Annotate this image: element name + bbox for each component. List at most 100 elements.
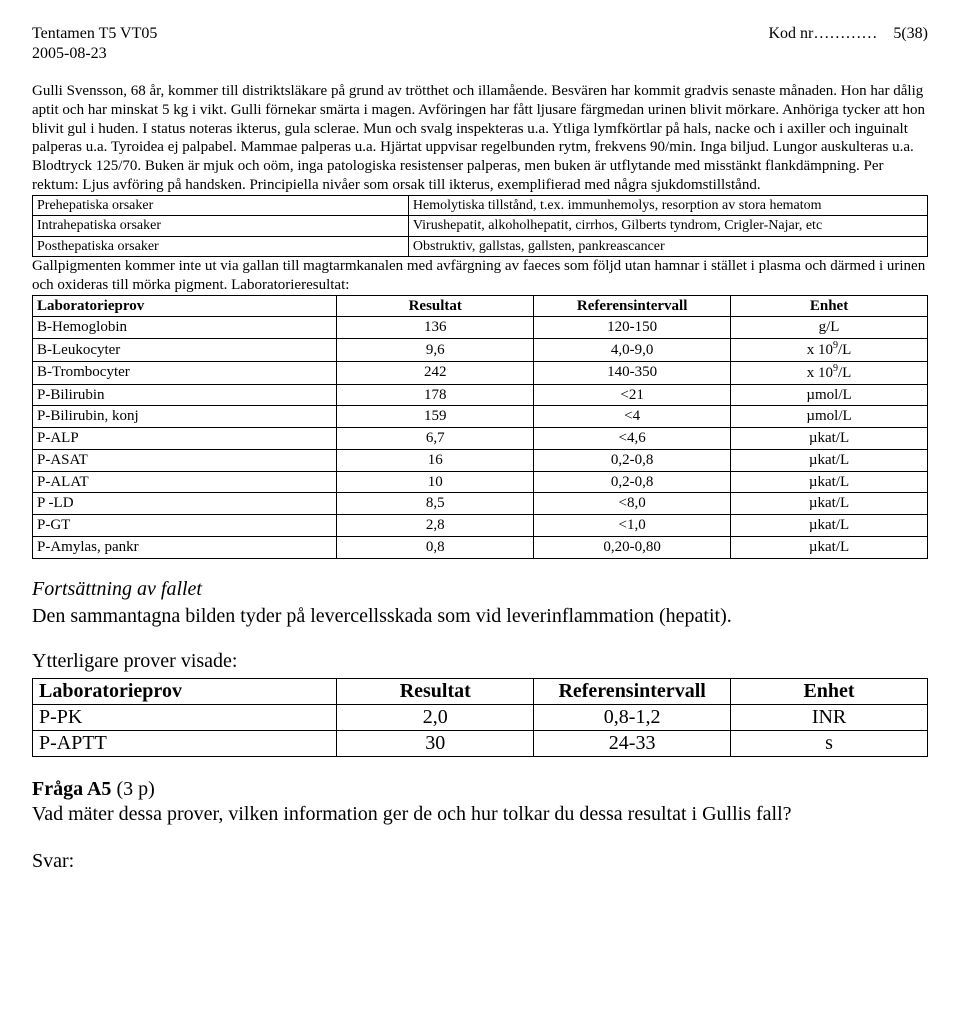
table-cell: P-ALP (33, 428, 337, 450)
table-row: P-ALP6,7<4,6µkat/L (33, 428, 928, 450)
continuation-text: Den sammantagna bilden tyder på levercel… (32, 604, 928, 629)
table-row: Intrahepatiska orsakerVirushepatit, alko… (33, 216, 928, 237)
table-row: B-Hemoglobin136120-150g/L (33, 317, 928, 339)
table-cell: Obstruktiv, gallstas, gallsten, pankreas… (408, 236, 927, 257)
table-cell: Intrahepatiska orsaker (33, 216, 409, 237)
table-cell: µkat/L (731, 471, 928, 493)
table-cell: 2,0 (337, 704, 534, 730)
table-row: P-Bilirubin, konj159<4µmol/L (33, 406, 928, 428)
table-header-cell: Laboratorieprov (33, 295, 337, 317)
table-header-row: LaboratorieprovResultatReferensintervall… (33, 295, 928, 317)
table-cell: 0,20-0,80 (534, 536, 731, 558)
table-cell: P-PK (33, 704, 337, 730)
table-cell: <8,0 (534, 493, 731, 515)
table-cell: 120-150 (534, 317, 731, 339)
table-cell: 10 (337, 471, 534, 493)
table-cell: 140-350 (534, 361, 731, 384)
table-row: Posthepatiska orsakerObstruktiv, gallsta… (33, 236, 928, 257)
table-header-cell: Referensintervall (534, 678, 731, 704)
table-cell: INR (731, 704, 928, 730)
table-row: B-Leukocyter9,64,0-9,0x 109/L (33, 339, 928, 362)
table-cell: P-Bilirubin (33, 384, 337, 406)
table-cell: x 109/L (731, 339, 928, 362)
table-cell: 0,2-0,8 (534, 471, 731, 493)
table-header-cell: Referensintervall (534, 295, 731, 317)
table-cell: Prehepatiska orsaker (33, 195, 409, 216)
table-cell: <4,6 (534, 428, 731, 450)
question-points: (3 p) (116, 778, 154, 800)
table-cell: µkat/L (731, 493, 928, 515)
table-cell: P-ASAT (33, 449, 337, 471)
case-body-2: Gallpigmenten kommer inte ut via gallan … (32, 257, 928, 295)
table-header-cell: Resultat (337, 295, 534, 317)
header-title: Tentamen T5 VT05 (32, 24, 157, 44)
page-header: Tentamen T5 VT05 Kod nr………… 5(38) (32, 24, 928, 44)
table-cell: 30 (337, 730, 534, 756)
table-cell: µkat/L (731, 536, 928, 558)
table-header-cell: Laboratorieprov (33, 678, 337, 704)
table-cell: B-Trombocyter (33, 361, 337, 384)
question-label: Fråga A5 (32, 778, 111, 800)
table-cell: Virushepatit, alkoholhepatit, cirrhos, G… (408, 216, 927, 237)
table-cell: x 109/L (731, 361, 928, 384)
table-cell: 136 (337, 317, 534, 339)
table-cell: 24-33 (534, 730, 731, 756)
kod-label: Kod nr (768, 25, 813, 42)
table-cell: 9,6 (337, 339, 534, 362)
table-row: P-ALAT100,2-0,8µkat/L (33, 471, 928, 493)
further-lab-table: LaboratorieprovResultatReferensintervall… (32, 678, 928, 757)
causes-table: Prehepatiska orsakerHemolytiska tillstån… (32, 195, 928, 258)
table-cell: µmol/L (731, 384, 928, 406)
table-cell: Posthepatiska orsaker (33, 236, 409, 257)
table-cell: B-Hemoglobin (33, 317, 337, 339)
table-cell: 178 (337, 384, 534, 406)
table-cell: 0,2-0,8 (534, 449, 731, 471)
table-cell: B-Leukocyter (33, 339, 337, 362)
table-cell: <1,0 (534, 515, 731, 537)
svar-label: Svar: (32, 849, 928, 874)
header-date: 2005-08-23 (32, 44, 928, 64)
further-heading: Ytterligare prover visade: (32, 649, 928, 674)
table-cell: <4 (534, 406, 731, 428)
table-cell: Hemolytiska tillstånd, t.ex. immunhemoly… (408, 195, 927, 216)
table-row: B-Trombocyter242140-350x 109/L (33, 361, 928, 384)
table-cell: 8,5 (337, 493, 534, 515)
table-cell: 159 (337, 406, 534, 428)
table-cell: P -LD (33, 493, 337, 515)
table-cell: µkat/L (731, 428, 928, 450)
lab-results-table: LaboratorieprovResultatReferensintervall… (32, 295, 928, 559)
question-heading: Fråga A5 (3 p) (32, 777, 928, 802)
table-cell: s (731, 730, 928, 756)
table-row: P-ASAT160,2-0,8µkat/L (33, 449, 928, 471)
question-text: Vad mäter dessa prover, vilken informati… (32, 802, 928, 827)
table-cell: g/L (731, 317, 928, 339)
table-row: P-Amylas, pankr0,80,20-0,80µkat/L (33, 536, 928, 558)
table-cell: <21 (534, 384, 731, 406)
table-cell: P-ALAT (33, 471, 337, 493)
table-cell: 2,8 (337, 515, 534, 537)
kod-dots: ………… (813, 25, 877, 42)
table-cell: 4,0-9,0 (534, 339, 731, 362)
table-header-cell: Enhet (731, 678, 928, 704)
table-cell: P-GT (33, 515, 337, 537)
table-cell: 0,8-1,2 (534, 704, 731, 730)
page-number: 5(38) (893, 25, 928, 42)
table-header-cell: Resultat (337, 678, 534, 704)
table-cell: 16 (337, 449, 534, 471)
table-cell: P-Bilirubin, konj (33, 406, 337, 428)
table-header-cell: Enhet (731, 295, 928, 317)
table-row: P-PK2,00,8-1,2INR (33, 704, 928, 730)
table-row: P-GT2,8<1,0µkat/L (33, 515, 928, 537)
table-cell: 6,7 (337, 428, 534, 450)
table-cell: P-Amylas, pankr (33, 536, 337, 558)
table-cell: P-APTT (33, 730, 337, 756)
table-row: P-Bilirubin178<21µmol/L (33, 384, 928, 406)
table-row: P-APTT3024-33s (33, 730, 928, 756)
table-row: P -LD8,5<8,0µkat/L (33, 493, 928, 515)
table-cell: µkat/L (731, 515, 928, 537)
table-cell: 242 (337, 361, 534, 384)
table-header-row: LaboratorieprovResultatReferensintervall… (33, 678, 928, 704)
continuation-heading: Fortsättning av fallet (32, 577, 928, 602)
case-body-1: Gulli Svensson, 68 år, kommer till distr… (32, 82, 928, 195)
header-right: Kod nr………… 5(38) (768, 24, 928, 44)
